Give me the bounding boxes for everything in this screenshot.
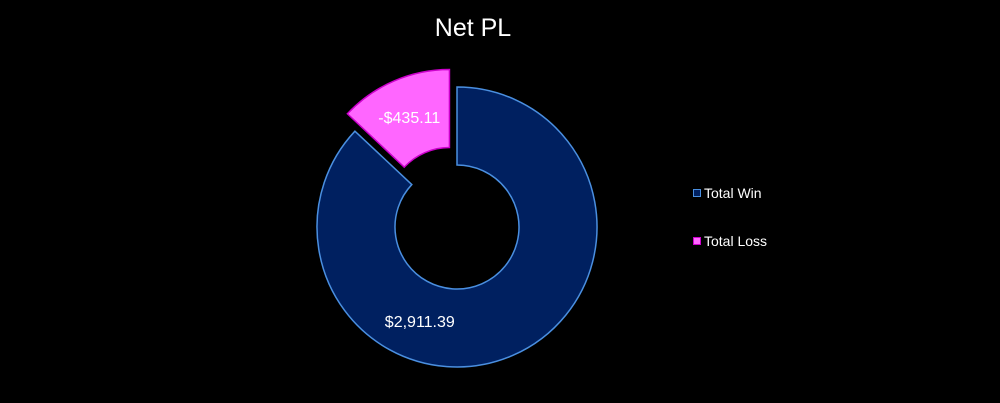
slice-total-win bbox=[316, 86, 598, 368]
slice-total-loss bbox=[346, 68, 451, 169]
chart-title: Net PL bbox=[434, 14, 512, 42]
legend-swatch-total-win bbox=[693, 189, 701, 197]
legend-item-total-win[interactable]: Total Win bbox=[693, 183, 767, 203]
legend-item-total-loss[interactable]: Total Loss bbox=[693, 231, 767, 251]
legend-label-total-win: Total Win bbox=[704, 185, 762, 201]
legend-label-total-loss: Total Loss bbox=[704, 233, 768, 249]
data-label-total-loss: -$435.11 bbox=[378, 110, 440, 127]
data-label-total-win: $2,911.39 bbox=[385, 314, 455, 331]
legend-swatch-total-loss bbox=[693, 237, 701, 245]
legend: Total Win Total Loss bbox=[693, 183, 767, 279]
